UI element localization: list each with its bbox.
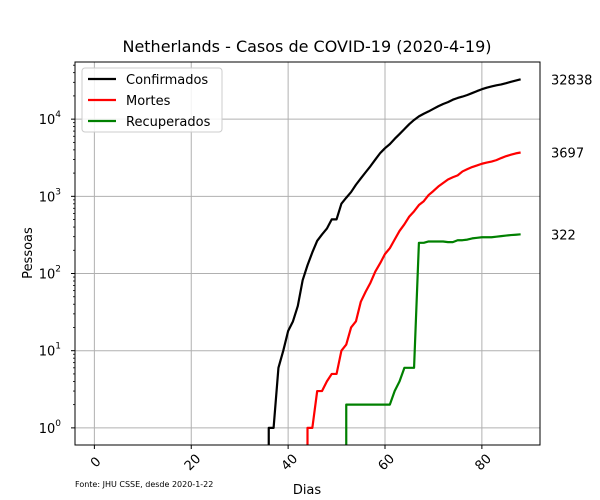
series-line-mortes (306, 151, 521, 445)
y-tick-base: 10 (39, 422, 56, 437)
end-label-recuperados: 322 (551, 228, 576, 243)
y-tick-exponent: 3 (55, 187, 61, 197)
chart-title: Netherlands - Casos de COVID-19 (2020-4-… (122, 37, 491, 56)
y-tick-label: 104 (39, 110, 62, 128)
y-tick-label: 102 (39, 265, 61, 283)
y-tick-label: 103 (39, 187, 61, 205)
y-tick-base: 10 (39, 190, 56, 205)
y-tick-exponent: 1 (55, 342, 61, 352)
y-tick-exponent: 2 (55, 265, 61, 275)
y-axis-label: Pessoas (21, 227, 36, 279)
series-layer (267, 78, 521, 445)
y-tick-base: 10 (39, 345, 56, 360)
legend-label-mortes: Mortes (126, 94, 171, 109)
y-tick-label: 101 (39, 342, 61, 360)
y-tick-base: 10 (39, 268, 56, 283)
y-tick-base: 10 (39, 113, 56, 128)
y-tick-label: 100 (39, 419, 62, 437)
legend-box (81, 67, 223, 133)
series-line-confirmados (267, 78, 521, 445)
legend-label-recuperados: Recuperados (126, 115, 211, 130)
x-axis-label: Dias (293, 483, 322, 498)
y-tick-exponent: 0 (55, 419, 61, 429)
source-note: Fonte: JHU CSSE, desde 2020-1-22 (75, 480, 213, 489)
legend: Confirmados Mortes Recuperados (81, 67, 223, 133)
end-label-mortes: 3697 (551, 146, 584, 161)
series-line-recuperados (345, 233, 521, 445)
y-tick-exponent: 4 (55, 110, 61, 120)
end-label-confirmados: 32838 (551, 73, 592, 88)
plot-frame (74, 61, 541, 446)
legend-label-confirmados: Confirmados (126, 73, 208, 88)
end-value-labels: 32838 3697 322 (551, 73, 592, 243)
